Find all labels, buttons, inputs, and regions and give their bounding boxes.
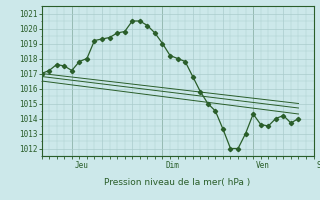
Text: Sam: Sam xyxy=(316,160,320,170)
Text: Dim: Dim xyxy=(165,160,179,170)
Text: Jeu: Jeu xyxy=(74,160,88,170)
Text: Ven: Ven xyxy=(256,160,269,170)
X-axis label: Pression niveau de la mer( hPa ): Pression niveau de la mer( hPa ) xyxy=(104,178,251,187)
